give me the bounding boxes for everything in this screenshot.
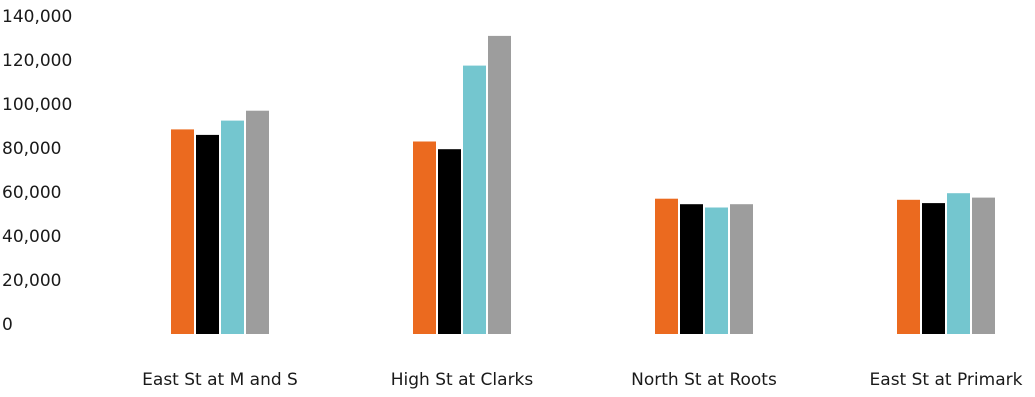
bars (171, 35, 995, 335)
bar (196, 134, 219, 334)
x-category-label: East St at M and S (142, 370, 298, 390)
bar (171, 129, 194, 334)
bar (488, 35, 511, 335)
bar (221, 120, 244, 334)
bar (897, 199, 920, 334)
bar (655, 198, 678, 334)
y-tick-label: 120,000 (2, 51, 72, 71)
y-tick-label: 20,000 (2, 271, 61, 291)
x-category-label: East St at Primark (870, 370, 1023, 390)
bar (972, 197, 995, 334)
bar (705, 207, 728, 334)
bar (680, 204, 703, 334)
y-tick-label: 0 (2, 315, 13, 335)
y-tick-label: 40,000 (2, 227, 61, 247)
bar-group (655, 198, 753, 334)
bar-group (171, 110, 269, 334)
y-axis: 0 20,000 40,000 60,000 80,000 100,000 120,000 1… (2, 7, 72, 335)
bar (947, 193, 970, 334)
bar (413, 141, 436, 334)
bar (438, 149, 461, 334)
y-tick-label: 80,000 (2, 139, 61, 159)
bar (730, 204, 753, 334)
bar-group (897, 193, 995, 334)
x-category-label: High St at Clarks (391, 370, 534, 390)
bar-group (413, 35, 511, 335)
bar (922, 203, 945, 334)
y-tick-label: 100,000 (2, 95, 72, 115)
x-category-label: North St at Roots (631, 370, 777, 390)
y-tick-label: 60,000 (2, 183, 61, 203)
y-tick-label: 140,000 (2, 7, 72, 27)
bar (246, 110, 269, 334)
x-axis: East St at M and S High St at Clarks North… (142, 370, 1022, 390)
bar (463, 65, 486, 334)
